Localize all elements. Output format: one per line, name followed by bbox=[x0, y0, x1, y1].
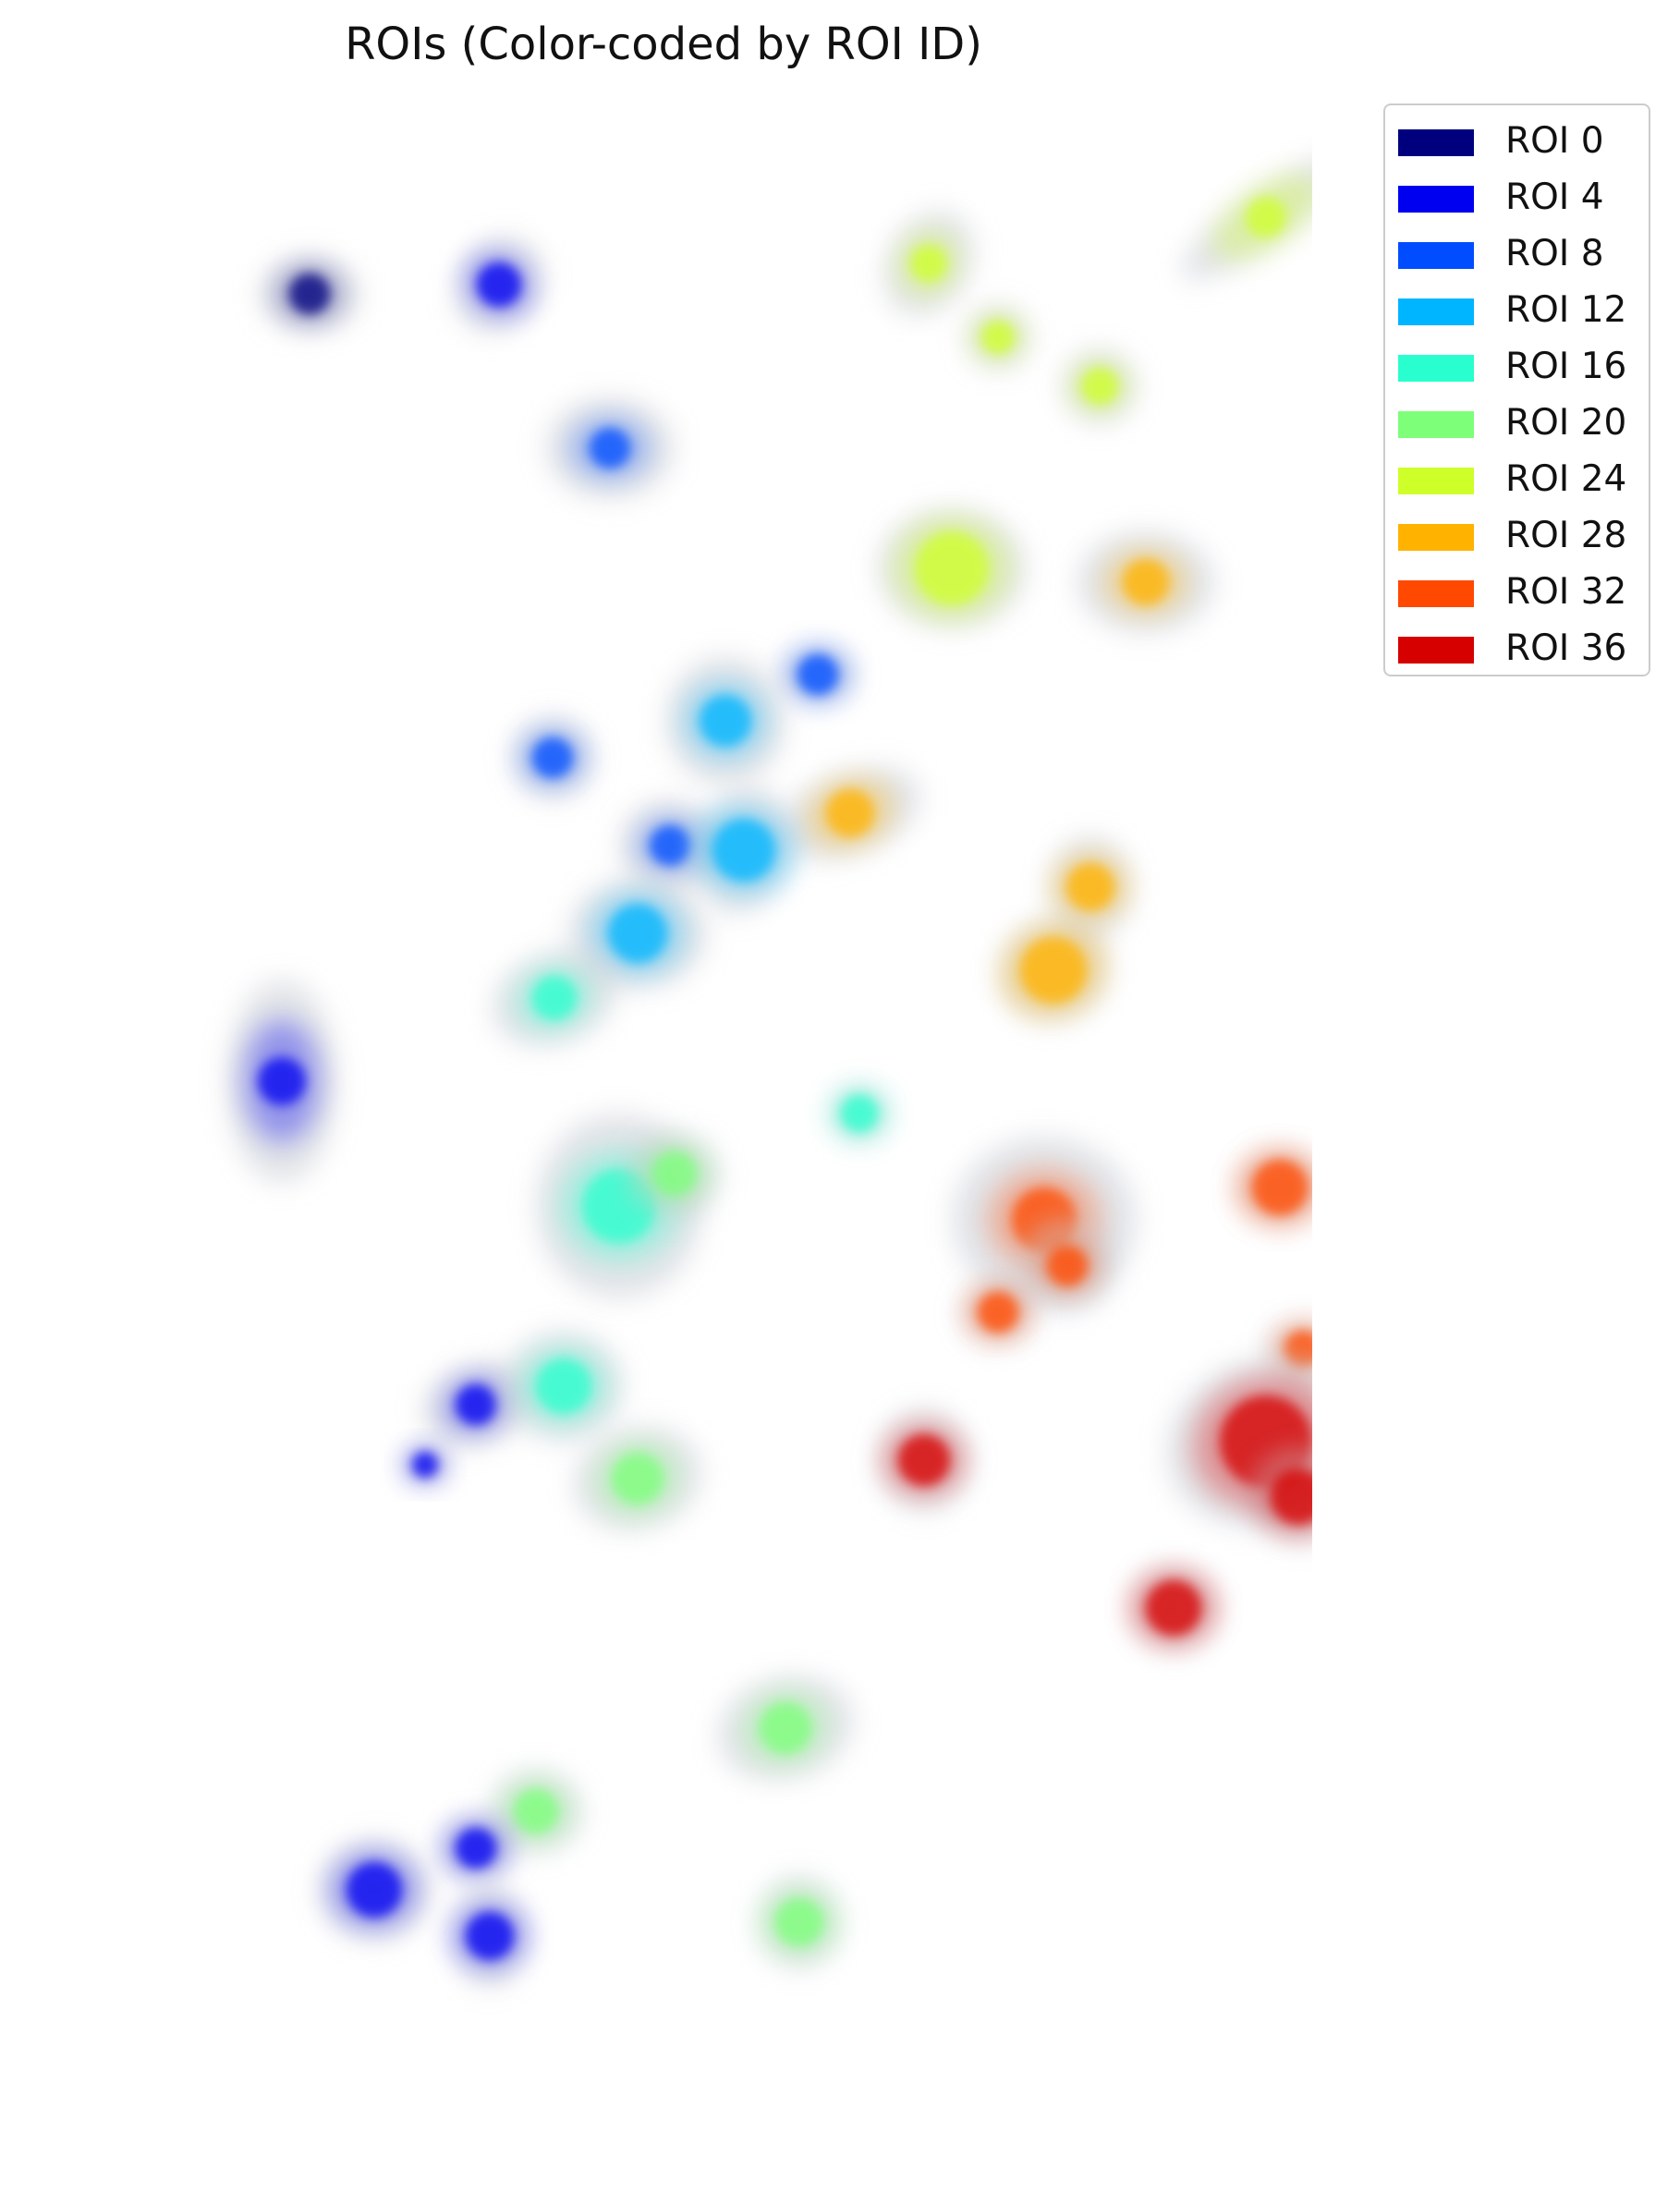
cell-core bbox=[612, 1453, 663, 1504]
legend-item: ROI 24 bbox=[1398, 458, 1648, 500]
cell-core bbox=[797, 654, 838, 695]
cell-core bbox=[536, 1358, 591, 1414]
cell-core bbox=[760, 1702, 811, 1754]
legend-label: ROI 8 bbox=[1505, 233, 1604, 274]
legend-item: ROI 20 bbox=[1398, 402, 1648, 444]
legend-label: ROI 32 bbox=[1505, 571, 1627, 613]
legend-label: ROI 16 bbox=[1505, 346, 1627, 387]
cell-core bbox=[1123, 559, 1169, 605]
cell-core bbox=[1252, 1160, 1308, 1215]
legend-swatch bbox=[1398, 186, 1474, 213]
cell-core bbox=[1066, 863, 1114, 911]
legend-swatch bbox=[1398, 637, 1474, 664]
cell-core bbox=[1246, 197, 1286, 237]
legend-label: ROI 20 bbox=[1505, 402, 1627, 444]
cell-core bbox=[608, 904, 667, 963]
legend-label: ROI 0 bbox=[1505, 120, 1604, 162]
legend-swatch bbox=[1398, 411, 1474, 438]
cell-core bbox=[456, 1384, 496, 1425]
cell-core bbox=[700, 695, 751, 747]
cell-core bbox=[775, 1898, 823, 1946]
cell-core bbox=[712, 819, 775, 882]
legend-item: ROI 32 bbox=[1398, 571, 1648, 613]
legend-swatch bbox=[1398, 242, 1474, 269]
cell-core bbox=[477, 262, 521, 307]
cell-core bbox=[514, 1789, 558, 1833]
legend-item: ROI 36 bbox=[1398, 627, 1648, 669]
legend-item: ROI 0 bbox=[1398, 120, 1648, 162]
cell-core bbox=[652, 1151, 697, 1196]
cell-core bbox=[826, 789, 874, 837]
legend-item: ROI 8 bbox=[1398, 233, 1648, 274]
cell-core bbox=[532, 976, 577, 1020]
figure-title: ROIs (Color-coded by ROI ID) bbox=[345, 18, 982, 70]
cell-core bbox=[898, 1434, 950, 1486]
roi-image bbox=[226, 154, 1312, 1987]
cell-core bbox=[347, 1862, 402, 1918]
legend-label: ROI 24 bbox=[1505, 458, 1627, 500]
cell-core bbox=[910, 245, 947, 282]
cell-core bbox=[1047, 1246, 1088, 1286]
cell-core bbox=[978, 1292, 1018, 1333]
cell-core bbox=[1146, 1580, 1201, 1636]
legend-label: ROI 36 bbox=[1505, 627, 1627, 669]
legend-swatch bbox=[1398, 298, 1474, 325]
cell-core bbox=[1081, 368, 1118, 405]
cell-core bbox=[841, 1095, 878, 1132]
cell-core bbox=[289, 274, 330, 314]
legend-label: ROI 12 bbox=[1505, 289, 1627, 331]
cell-core bbox=[412, 1452, 438, 1478]
legend-swatch bbox=[1398, 580, 1474, 607]
roi-cells bbox=[226, 154, 1312, 1987]
legend-swatch bbox=[1398, 524, 1474, 551]
cell-core bbox=[456, 1828, 496, 1869]
cell-core bbox=[466, 1912, 514, 1960]
legend-label: ROI 28 bbox=[1505, 515, 1627, 556]
legend-item: ROI 4 bbox=[1398, 177, 1648, 218]
cell-core bbox=[1020, 937, 1087, 1004]
cell-core bbox=[590, 428, 630, 469]
cell-core bbox=[532, 737, 573, 778]
legend-label: ROI 4 bbox=[1505, 177, 1604, 218]
legend-item: ROI 12 bbox=[1398, 289, 1648, 331]
cell-core bbox=[981, 321, 1015, 354]
cell-core bbox=[650, 825, 690, 866]
legend-item: ROI 16 bbox=[1398, 346, 1648, 387]
legend: ROI 0 ROI 4 ROI 8 ROI 12 ROI 16 ROI 20 ROI 24 R… bbox=[1383, 104, 1650, 676]
cell-core bbox=[915, 531, 989, 605]
legend-swatch bbox=[1398, 355, 1474, 382]
legend-swatch bbox=[1398, 129, 1474, 156]
cell-core bbox=[1271, 1469, 1312, 1525]
cell-core bbox=[258, 1057, 306, 1105]
legend-swatch bbox=[1398, 468, 1474, 494]
legend-item: ROI 28 bbox=[1398, 515, 1648, 556]
